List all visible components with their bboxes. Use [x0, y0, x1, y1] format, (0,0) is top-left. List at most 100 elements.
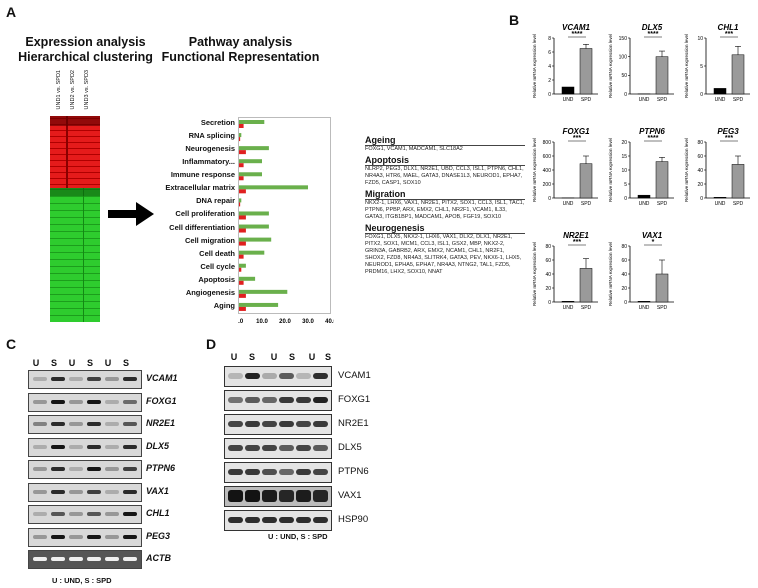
pathway-bar-green	[239, 120, 265, 124]
pathway-bar-red	[239, 293, 246, 298]
pathway-category-label: Neurogenesis	[185, 144, 235, 154]
gel-band	[33, 399, 47, 404]
gel-band	[33, 422, 47, 426]
pathway-title-line2: Functional Representation	[161, 50, 320, 64]
lane-label: S	[122, 358, 129, 368]
blot-band	[262, 373, 277, 379]
blot-band	[313, 469, 328, 475]
pathway-x-tick: 20.0	[279, 319, 291, 325]
gel-band	[123, 467, 137, 471]
blot-legend: U : UND, S : SPD	[268, 532, 328, 541]
expression-heatmap	[50, 116, 100, 322]
significance-stars: ***	[573, 135, 581, 142]
gel-band	[33, 444, 47, 449]
western-blots: VCAM1 FOXG1 NR2E1 DLX5 PTPN6 VAX1 HSP90	[224, 366, 384, 536]
y-tick-label: 60	[697, 154, 703, 160]
gel-band	[123, 377, 137, 381]
pathway-bar-red	[239, 189, 246, 194]
y-tick-label: 80	[697, 140, 703, 146]
gel-strip-vax1	[28, 482, 142, 502]
significance-stars: ***	[573, 239, 581, 246]
qpcr-chart-dlx5: DLX5 Relative mRNA expression level 0 50 100…	[608, 23, 674, 103]
lane-label: S	[86, 358, 93, 368]
x-category-label: UND	[563, 201, 574, 207]
y-tick-label: 400	[543, 168, 552, 174]
gel-gene-label: CHL1	[146, 508, 170, 518]
x-category-label: SPD	[657, 97, 668, 103]
x-category-label: UND	[563, 305, 574, 311]
heatmap-col-1: UND1 vs. SPD1	[56, 70, 62, 110]
divider	[365, 199, 525, 200]
x-category-label: SPD	[581, 305, 592, 311]
pathway-x-tick: 10.0	[256, 319, 268, 325]
gel-band	[51, 557, 65, 561]
qpcr-chart-vcam1: VCAM1 Relative mRNA expression level 0 2 4 6 8…	[532, 23, 598, 103]
blot-strip-foxg1	[224, 390, 332, 411]
gel-band	[87, 557, 101, 561]
bar-und	[561, 86, 575, 95]
y-tick-label: 40	[545, 272, 551, 278]
qpcr-gene-title: VAX1	[642, 231, 663, 240]
y-tick-label: 0	[700, 196, 703, 202]
y-tick-label: 10	[697, 36, 703, 42]
gel-band	[33, 467, 47, 471]
y-tick-label: 0	[624, 92, 627, 98]
gel-strip-chl1	[28, 505, 142, 524]
qpcr-y-label: Relative mRNA expression level	[608, 242, 613, 306]
blot-band	[313, 421, 328, 427]
divider	[365, 165, 525, 166]
gel-strip-vcam1	[28, 370, 142, 389]
gel-band	[69, 377, 83, 381]
gel-band	[33, 534, 47, 539]
lane-label: U	[308, 352, 316, 362]
blot-band	[262, 445, 277, 451]
qpcr-gene-title: CHL1	[718, 23, 739, 32]
significance-stars: *	[652, 239, 655, 246]
blot-protein-label: VAX1	[338, 490, 362, 501]
blot-strip-ptpn6	[224, 462, 332, 483]
x-category-label: UND	[639, 97, 650, 103]
lane-label: U	[104, 358, 112, 368]
pathway-bar-red	[239, 215, 246, 220]
blot-protein-label: HSP90	[338, 514, 369, 525]
rt-pcr-gels: VCAM1 FOXG1 NR2E1 DLX5 PTPN6 VAX1 CHL1 PEG3 ACTB	[28, 370, 208, 570]
bar-spd	[579, 268, 593, 303]
gene-group-title: Apoptosis	[365, 155, 409, 165]
pathway-bar-green	[239, 172, 262, 177]
gel-gene-label: DLX5	[146, 440, 170, 451]
pathway-category-label: Aging	[213, 300, 235, 310]
gel-band	[51, 467, 65, 471]
pathway-bar-red	[239, 150, 246, 155]
lane-label: S	[50, 358, 57, 368]
qpcr-gene-title: PTPN6	[639, 127, 665, 136]
y-tick-label: 200	[543, 182, 552, 188]
qpcr-y-label: Relative mRNA expression level	[532, 34, 537, 98]
gene-group-title: Ageing	[365, 135, 396, 145]
x-category-label: UND	[715, 201, 726, 207]
gel-band	[105, 467, 119, 471]
right-arrow-icon	[108, 202, 154, 226]
gel-band	[69, 489, 83, 494]
gene-group-list: FOXG1, VCAM1, MADCAM1, SLC18A2	[365, 146, 463, 152]
y-tick-label: 40	[697, 168, 703, 174]
blot-band	[245, 469, 260, 475]
qpcr-chart-peg3: PEG3 Relative mRNA expression level 0 20 40 6…	[684, 127, 750, 207]
lane-label: U	[68, 358, 76, 368]
heatmap-col-2: UND2 vs. SPD2	[70, 70, 76, 110]
panel-d-letter: D	[206, 336, 217, 352]
bar-spd	[655, 161, 669, 199]
significance-stars: ***	[725, 135, 733, 142]
gel-strip-foxg1	[28, 392, 142, 412]
gel-band	[51, 422, 65, 426]
pathway-bar-red	[239, 137, 241, 142]
gel-band	[51, 534, 65, 539]
divider	[365, 145, 525, 146]
gel-band	[105, 399, 119, 404]
blot-band	[296, 397, 311, 403]
pathway-x-tick: 30.0	[302, 319, 314, 325]
pathway-category-label: RNA splicing	[188, 131, 235, 141]
gel-band	[69, 399, 83, 404]
pathway-title: Pathway analysis Functional Representati…	[158, 35, 323, 65]
gel-strip-nr2e1	[28, 415, 142, 434]
x-category-label: UND	[715, 97, 726, 103]
